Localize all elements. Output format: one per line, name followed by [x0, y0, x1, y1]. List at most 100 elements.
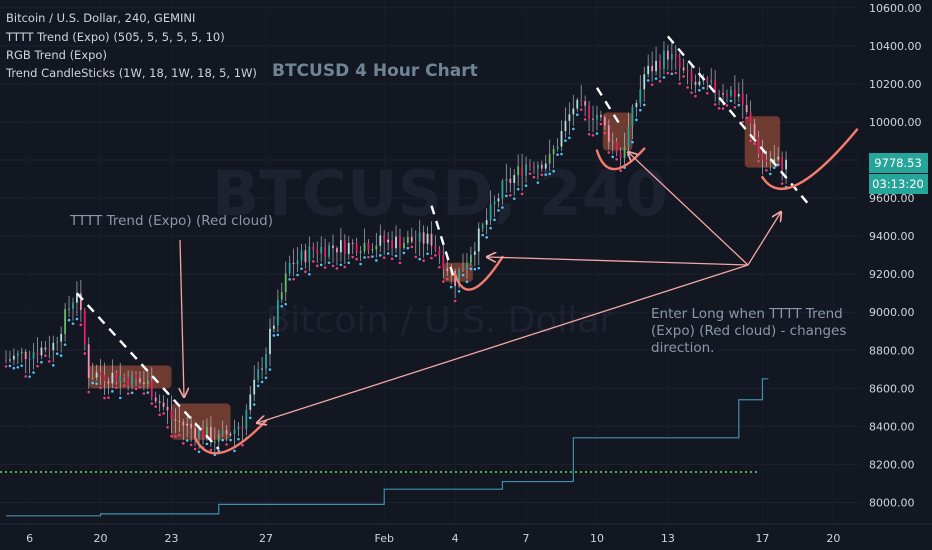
arrow-to-feb4 — [487, 257, 749, 266]
candle-body — [722, 93, 724, 95]
candle-dot — [48, 360, 51, 363]
candle-dot — [650, 83, 654, 86]
candle-body — [643, 74, 646, 90]
candle-dot — [355, 257, 358, 261]
candle-body — [694, 81, 697, 85]
candle-body — [150, 380, 153, 398]
candle-body — [359, 251, 362, 253]
candle-body — [32, 352, 35, 359]
indicator-tttt-trend[interactable]: TTTT Trend (Expo) (505, 5, 5, 5, 5, 10) — [5, 30, 225, 44]
y-tick-label: 8600.00 — [869, 382, 915, 395]
y-tick-label: 9200.00 — [869, 268, 915, 281]
candle-dot — [512, 197, 516, 200]
candle-dot — [20, 364, 24, 367]
candle-body — [730, 89, 732, 96]
candle-body — [68, 308, 70, 310]
candle-body — [753, 123, 756, 138]
candle-body — [690, 71, 693, 82]
candle-dot — [406, 246, 410, 250]
price-axis[interactable]: 8000.00 8200.00 8400.00 8600.00 8800.00 9000.… — [860, 0, 932, 524]
y-tick-label: 10400.00 — [869, 40, 922, 53]
candle-dot — [304, 270, 307, 274]
arrow-to-feb19 — [747, 212, 781, 266]
candle-body — [20, 351, 23, 354]
last-price-value: 9778.53 — [874, 156, 922, 170]
candle-body — [462, 268, 464, 270]
y-tick-label: 8800.00 — [869, 344, 915, 357]
downtrend-dash — [430, 205, 457, 283]
candle-dot — [658, 79, 662, 83]
y-tick-label: 9000.00 — [869, 306, 915, 319]
candle-dot — [564, 139, 567, 142]
candle-body — [666, 50, 669, 60]
candle-body — [706, 78, 709, 83]
candle-dot — [505, 194, 508, 198]
time-axis[interactable]: 6 20 23 27 Feb 4 7 10 13 17 20 — [0, 523, 932, 550]
candle-dot — [725, 104, 729, 107]
candle-dot — [508, 194, 512, 197]
candle-body — [718, 92, 721, 94]
candle-body — [466, 262, 468, 269]
candle-dot — [528, 172, 532, 176]
red-cloud-label: TTTT Trend (Expo) (Red cloud) — [69, 213, 273, 229]
candle-dot — [548, 172, 551, 176]
indicator-rgb-trend[interactable]: RGB Trend (Expo) — [6, 48, 107, 62]
x-tick-label: 4 — [452, 532, 459, 545]
candle-body — [261, 368, 263, 370]
candle-dot — [386, 252, 390, 255]
candle-dot — [197, 450, 201, 454]
candle-dot — [12, 366, 16, 370]
annotation-arrows — [180, 152, 781, 423]
legend[interactable]: Bitcoin / U.S. Dollar, 240, GEMINI TTTT … — [5, 11, 257, 80]
candle-dot — [536, 181, 540, 184]
candle-body — [647, 65, 650, 75]
candle-dot — [702, 86, 705, 90]
candle-body — [635, 103, 638, 108]
arrow-to-feb11 — [628, 152, 749, 266]
candle-body — [339, 240, 342, 253]
candle-dot — [497, 209, 500, 212]
candle-body — [336, 248, 338, 253]
candle-dot — [107, 396, 110, 399]
candle-body — [9, 359, 11, 361]
candle-dot — [284, 302, 288, 306]
candle-dot — [67, 318, 71, 322]
candle-body — [5, 359, 7, 361]
candle-body — [79, 293, 82, 310]
candle-dot — [343, 265, 347, 269]
candle-dot — [16, 365, 20, 369]
candle-body — [493, 201, 496, 205]
candle-body — [540, 164, 543, 169]
step-line — [6, 378, 769, 517]
y-tick-label: 9400.00 — [869, 230, 915, 243]
candle-dot — [138, 386, 142, 389]
candle-body — [446, 268, 449, 272]
candle-body — [741, 93, 744, 105]
candle-dot — [686, 86, 689, 89]
candle-dot — [331, 264, 335, 268]
candle-dot — [315, 264, 319, 268]
candle-body — [726, 94, 728, 96]
indicator-trend-candlesticks[interactable]: Trend CandleSticks (1W, 18, 1W, 18, 5, 1… — [5, 66, 257, 80]
candle-body — [367, 242, 370, 251]
candle-dot — [560, 152, 563, 156]
candle-dot — [375, 259, 378, 262]
candle-dot — [280, 304, 284, 308]
candle-dot — [111, 390, 114, 393]
candle-body — [194, 428, 197, 438]
candle-body — [592, 118, 594, 120]
candle-body — [103, 375, 106, 382]
candle-dot — [690, 91, 693, 94]
candle-body — [119, 375, 122, 382]
symbol-line[interactable]: Bitcoin / U.S. Dollar, 240, GEMINI — [6, 11, 195, 25]
candle-dot — [319, 263, 323, 267]
candle-body — [284, 273, 287, 293]
candle-body — [276, 299, 279, 326]
candle-dot — [51, 364, 55, 367]
candle-body — [146, 380, 149, 385]
candle-body — [76, 293, 78, 303]
candle-dot — [745, 116, 748, 120]
candle-body — [596, 114, 598, 120]
candle-dot — [469, 267, 473, 271]
